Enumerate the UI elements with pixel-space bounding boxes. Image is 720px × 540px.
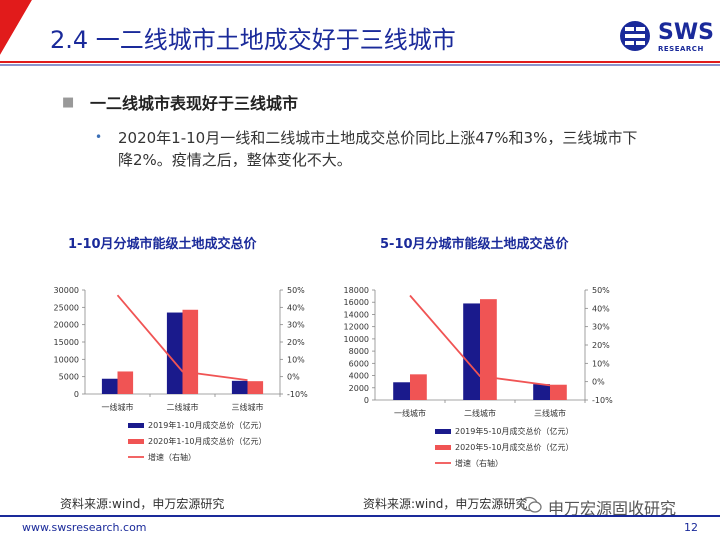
y2-tick-label: 20% (287, 338, 305, 347)
chart-1: 0 5000 10000 15000 20000 25000 30000 -10% 0% 10% 2… (54, 286, 309, 462)
chart-1-title: 1-10月分城市能级土地成交总价 (68, 237, 257, 252)
section-heading: 一二线城市表现好于三线城市 (90, 94, 299, 113)
y-tick-label: 16000 (344, 298, 369, 307)
y2-tick-label: 10% (287, 355, 305, 364)
y2-tick-label: 0% (287, 373, 300, 382)
y-tick-label: 14000 (344, 310, 369, 319)
bar-series2 (182, 309, 199, 394)
y-tick-label: 8000 (349, 347, 369, 356)
bar-series1 (166, 312, 183, 394)
y-tick-label: 5000 (59, 373, 79, 382)
y2-tick-label: 40% (287, 303, 305, 312)
growth-line (409, 294, 551, 387)
y-tick-label: 15000 (54, 338, 79, 347)
legend-swatch (128, 423, 144, 428)
logo-subtext: RESEARCH (658, 45, 704, 53)
legend-swatch (128, 439, 144, 444)
y2-tick-label: -10% (287, 390, 308, 399)
legend-label: 增速（右轴） (148, 452, 196, 462)
y-tick-label: 25000 (54, 303, 79, 312)
legend-swatch (435, 429, 451, 434)
y2-tick-label: 30% (592, 323, 610, 332)
section-body: 2020年1-10月一线和二线城市土地成交总价同比上涨47%和3%，三线城市下降… (118, 129, 638, 169)
logo-text: SWS (658, 20, 714, 45)
bar-series2 (550, 384, 567, 400)
bar-series1 (533, 384, 550, 400)
bar-series1 (101, 378, 118, 394)
y-tick-label: 20000 (54, 321, 79, 330)
chart-1-source: 资料来源:wind，申万宏源研究 (60, 497, 225, 511)
header-banner (0, 0, 720, 66)
bar-series1 (463, 303, 480, 400)
square-bullet-icon: ■ (62, 95, 75, 110)
bar-series2 (410, 374, 427, 400)
y2-tick-label: 30% (287, 321, 305, 330)
wechat-icon (520, 496, 542, 513)
y-tick-label: 30000 (54, 286, 79, 295)
page-title: 2.4 一二线城市土地成交好于三线城市 (50, 26, 456, 54)
y-tick-label: 6000 (349, 359, 369, 368)
y-tick-label: 10000 (54, 355, 79, 364)
footer-url[interactable]: www.swsresearch.com (22, 521, 147, 534)
legend-swatch (435, 445, 451, 450)
chart-2-title: 5-10月分城市能级土地成交总价 (380, 237, 569, 252)
x-tick-label: 二线城市 (464, 408, 496, 418)
chart-2: 0 2000 4000 6000 8000 10000 12000 14000 16000 180… (344, 286, 614, 468)
y-tick-label: 4000 (349, 372, 369, 381)
watermark-text: 申万宏源固收研究 (548, 499, 677, 518)
legend-label: 2019年1-10月成交总价（亿元） (148, 420, 267, 430)
y2-tick-label: 10% (592, 359, 610, 368)
y2-tick-label: 0% (592, 378, 605, 387)
bar-series1 (393, 382, 410, 400)
growth-line (116, 294, 248, 382)
x-tick-label: 三线城市 (232, 402, 264, 412)
x-tick-label: 一线城市 (102, 402, 134, 412)
y-tick-label: 10000 (344, 335, 369, 344)
bar-series2 (480, 299, 497, 400)
x-tick-label: 二线城市 (167, 402, 199, 412)
bar-series1 (231, 380, 248, 394)
y2-tick-label: 40% (592, 304, 610, 313)
dot-bullet-icon: • (95, 130, 103, 144)
y-tick-label: 0 (364, 396, 369, 405)
y-tick-label: 18000 (344, 286, 369, 295)
legend-label: 2019年5-10月成交总价（亿元） (455, 426, 574, 436)
y-tick-label: 2000 (349, 384, 369, 393)
y2-tick-label: 50% (592, 286, 610, 295)
y-tick-label: 0 (74, 390, 79, 399)
chart-2-source: 资料来源:wind，申万宏源研究 (363, 497, 528, 511)
x-tick-label: 一线城市 (394, 408, 426, 418)
legend-label: 增速（右轴） (455, 458, 503, 468)
legend-label: 2020年1-10月成交总价（亿元） (148, 436, 267, 446)
sws-logo-icon (620, 21, 650, 51)
y2-tick-label: -10% (592, 396, 613, 405)
bar-series2 (117, 371, 134, 394)
x-tick-label: 三线城市 (534, 408, 566, 418)
y-tick-label: 12000 (344, 323, 369, 332)
bar-series2 (247, 381, 264, 394)
footer-divider (0, 515, 720, 517)
legend-label: 2020年5-10月成交总价（亿元） (455, 442, 574, 452)
page-number: 12 (684, 521, 698, 534)
y2-tick-label: 50% (287, 286, 305, 295)
y2-tick-label: 20% (592, 341, 610, 350)
